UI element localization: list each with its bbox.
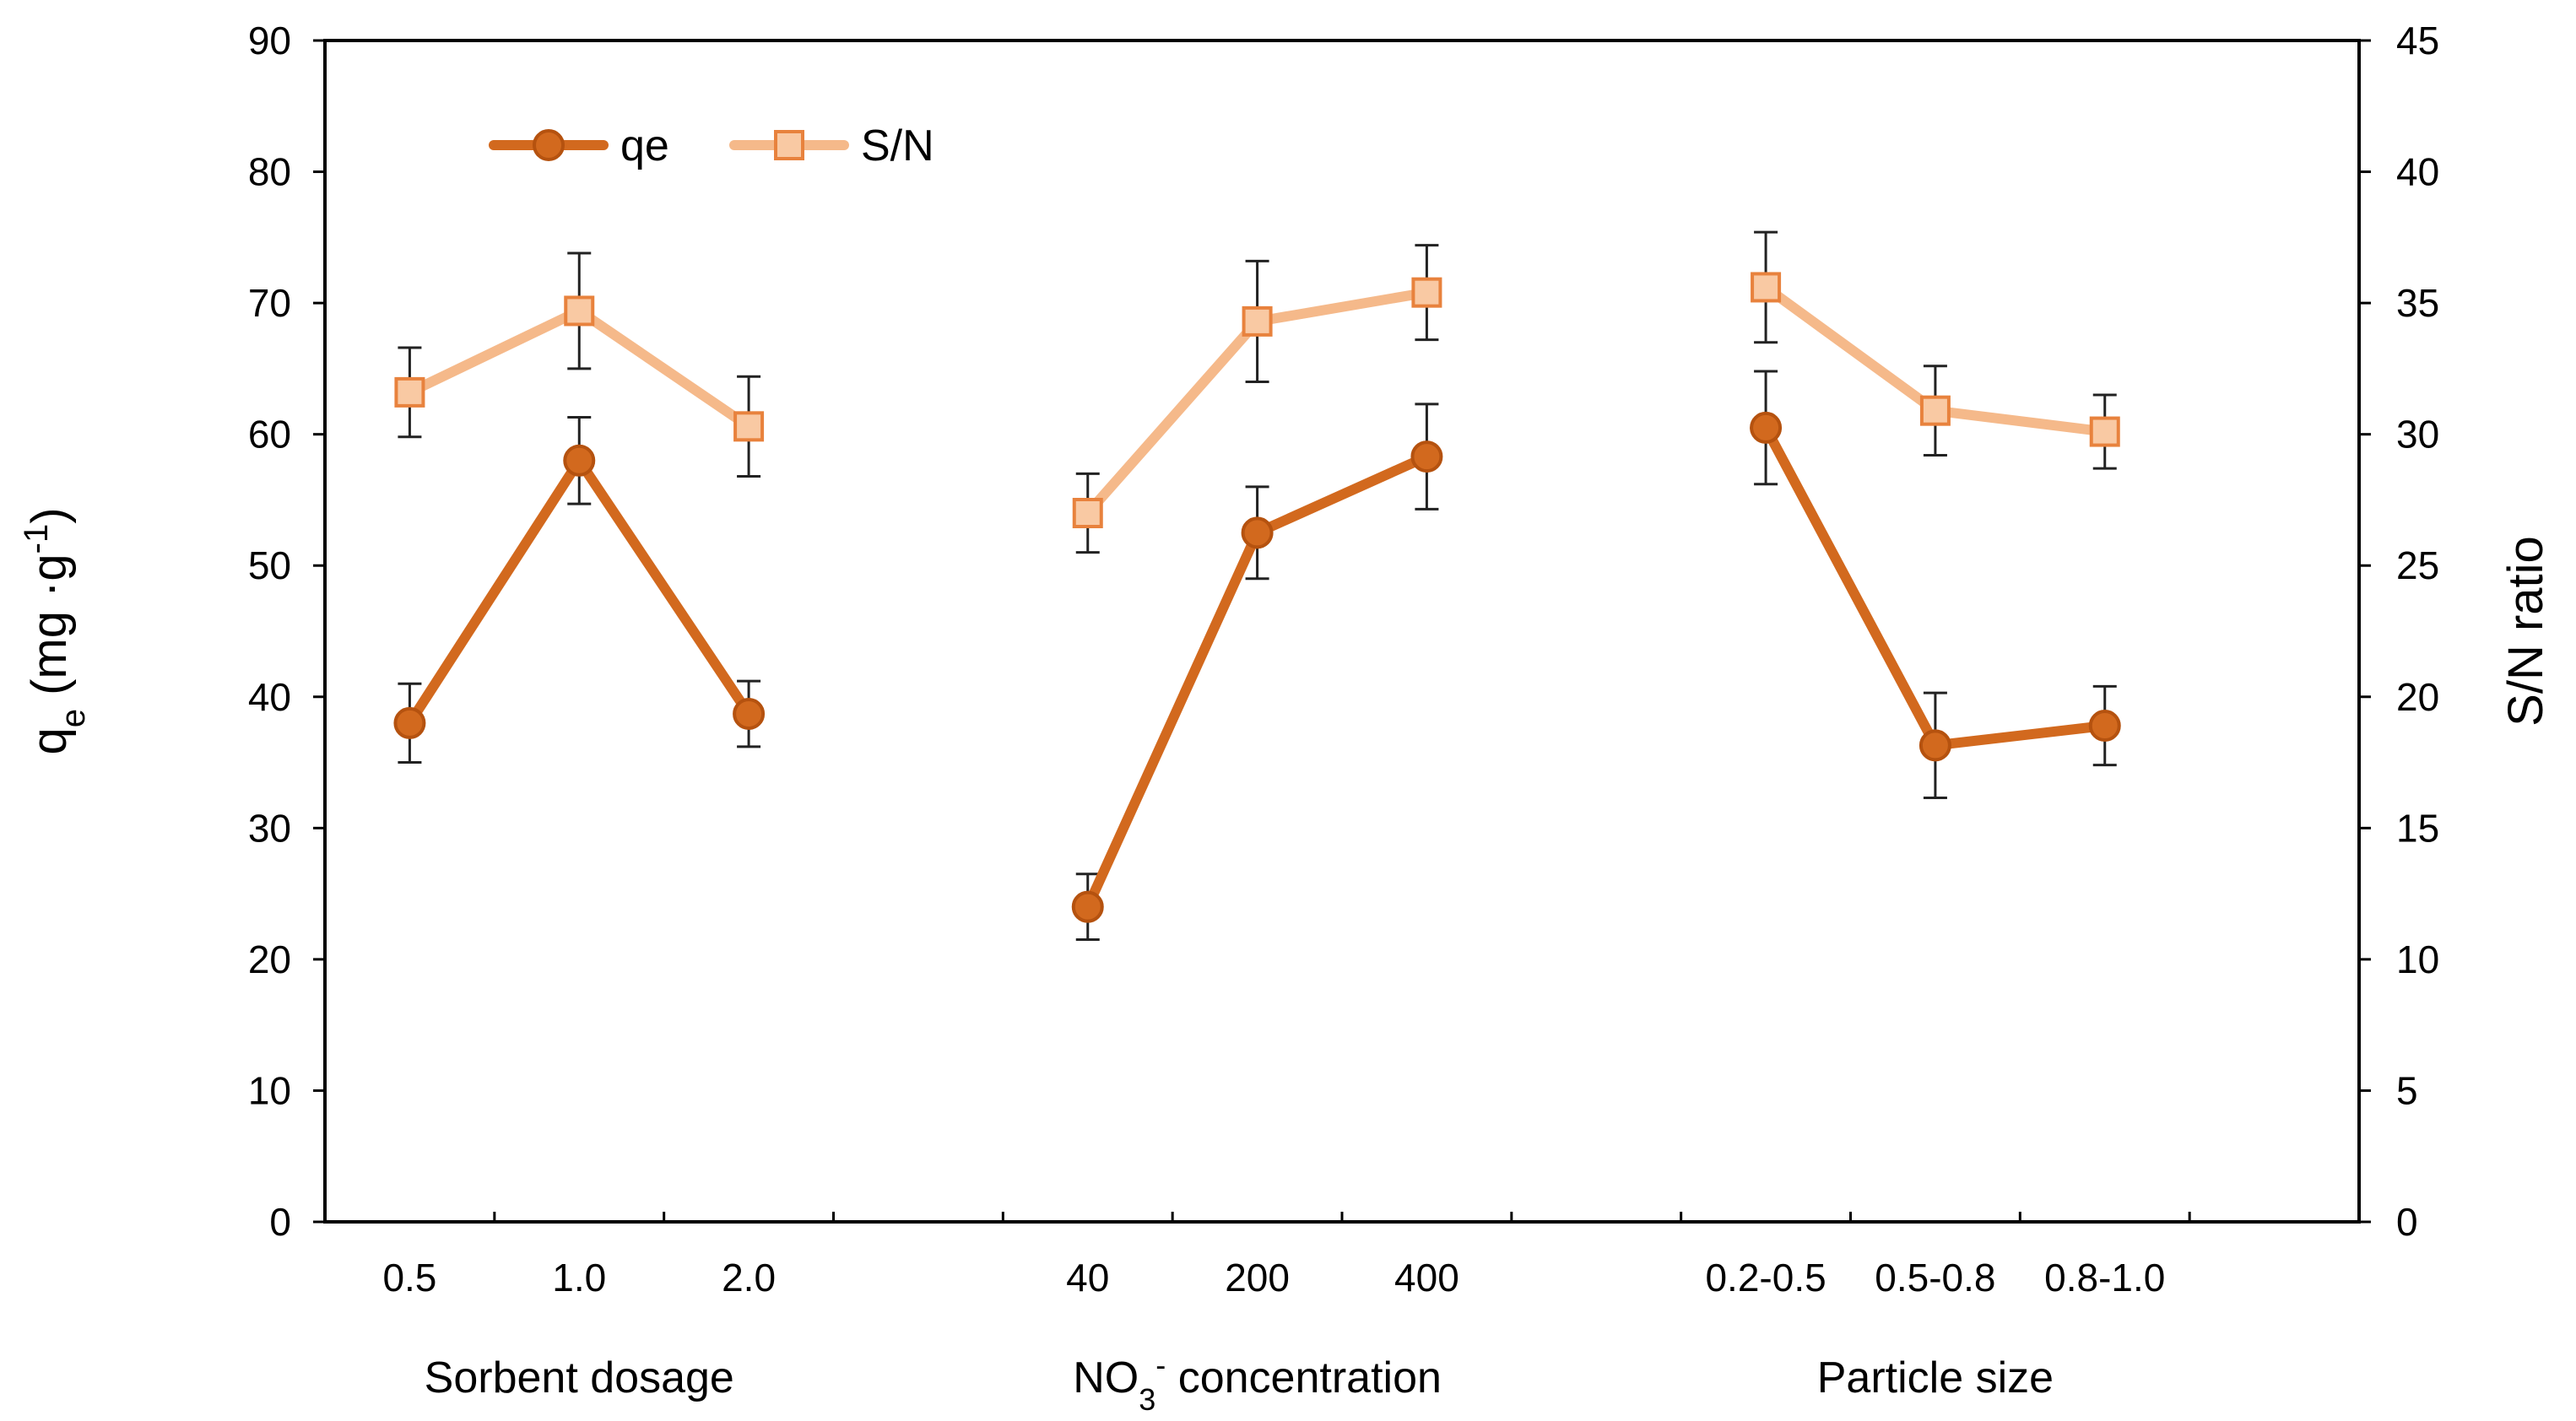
qe-point xyxy=(563,444,596,477)
x-category-label: 1.0 xyxy=(552,1256,606,1299)
left-axis-tick-label: 70 xyxy=(248,281,291,325)
right-axis-tick-label: 45 xyxy=(2396,19,2439,62)
left-axis-tick-label: 10 xyxy=(248,1068,291,1112)
sn-point xyxy=(1242,305,1273,337)
x-category-label: 0.8-1.0 xyxy=(2044,1256,2165,1299)
x-category-label: 0.2-0.5 xyxy=(1705,1256,1826,1299)
x-category-label: 2.0 xyxy=(722,1256,776,1299)
x-category-label: 0.5-0.8 xyxy=(1875,1256,1995,1299)
x-category-label: 0.5 xyxy=(382,1256,436,1299)
legend-qe-marker xyxy=(533,129,565,161)
qe-point xyxy=(1241,516,1274,549)
x-category-label: 400 xyxy=(1394,1256,1459,1299)
left-axis-tick-label: 60 xyxy=(248,413,291,457)
y-axis-left-title: qe (mg ·g-1) xyxy=(18,507,92,754)
qe-point xyxy=(1750,411,1783,444)
left-axis-tick-label: 40 xyxy=(248,675,291,719)
qe-point xyxy=(733,698,766,730)
qe-point xyxy=(2088,710,2121,742)
left-axis-tick-label: 90 xyxy=(248,19,291,62)
left-axis-tick-label: 50 xyxy=(248,543,291,587)
qe-point xyxy=(1410,440,1443,473)
sn-point xyxy=(1751,272,1782,303)
plot-frame xyxy=(323,39,2361,1224)
qe-point xyxy=(1071,890,1104,923)
y-axis-right-title: S/N ratio xyxy=(2498,536,2553,727)
sn-point xyxy=(394,376,425,408)
right-axis-tick-label: 20 xyxy=(2396,675,2439,719)
right-axis-tick-label: 15 xyxy=(2396,806,2439,850)
sn-point xyxy=(733,411,765,442)
left-axis-tick-label: 30 xyxy=(248,806,291,850)
qe-point xyxy=(1918,729,1951,762)
x-group-label: Particle size xyxy=(1817,1353,2054,1402)
qe-point xyxy=(393,706,426,739)
right-axis-tick-label: 25 xyxy=(2396,543,2439,587)
right-axis-tick-label: 10 xyxy=(2396,937,2439,981)
right-axis-tick-label: 40 xyxy=(2396,150,2439,194)
left-axis-tick-label: 80 xyxy=(248,150,291,194)
x-category-label: 40 xyxy=(1066,1256,1109,1299)
right-axis-tick-label: 35 xyxy=(2396,281,2439,325)
legend-sn-label: S/N xyxy=(861,122,934,170)
left-axis-tick-label: 20 xyxy=(248,937,291,981)
left-axis-tick-label: 0 xyxy=(269,1200,291,1244)
right-axis-tick-label: 30 xyxy=(2396,413,2439,457)
sn-point xyxy=(2089,416,2120,447)
right-axis-tick-label: 0 xyxy=(2396,1200,2418,1244)
sn-point xyxy=(1411,277,1442,308)
right-axis-tick-label: 5 xyxy=(2396,1068,2418,1112)
legend-qe-label: qe xyxy=(620,122,669,170)
x-category-label: 200 xyxy=(1225,1256,1290,1299)
x-group-label: Sorbent dosage xyxy=(425,1353,734,1402)
sn-point xyxy=(1919,395,1951,426)
sn-point xyxy=(1072,498,1103,528)
sn-point xyxy=(564,295,595,327)
legend-sn-marker xyxy=(774,130,804,160)
x-group-label: NO3- concentration xyxy=(1073,1348,1442,1417)
